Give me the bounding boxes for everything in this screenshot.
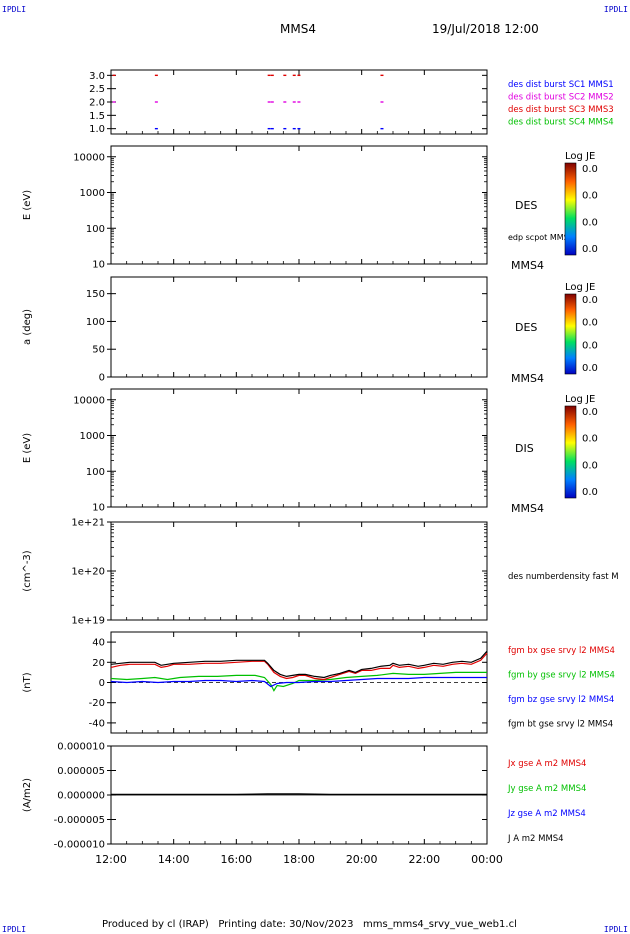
footer-text: Produced by cl (IRAP) Printing date: 30/… bbox=[102, 919, 517, 930]
y-tick-label: 150 bbox=[86, 289, 105, 300]
y-tick-label: 1.0 bbox=[89, 124, 105, 135]
y-tick-label: -40 bbox=[89, 718, 105, 729]
legend-entry: des dist burst SC3 MMS3 bbox=[508, 105, 614, 115]
y-axis-label: (cm^-3) bbox=[22, 550, 33, 591]
y-tick-label: 0.000000 bbox=[57, 791, 105, 802]
y-axis-label: E (eV) bbox=[22, 433, 33, 463]
colorbar-label: 0.0 bbox=[582, 244, 598, 255]
y-tick-label: 0 bbox=[99, 678, 105, 689]
legend-entry: fgm bt gse srvy l2 MMS4 bbox=[508, 720, 613, 730]
y-axis-label: (nT) bbox=[22, 672, 33, 692]
y-axis-label: a (deg) bbox=[22, 309, 33, 345]
series-line-fgm-3 bbox=[110, 676, 487, 688]
series-line-fgm-4 bbox=[110, 650, 488, 679]
y-tick-label: 1000 bbox=[80, 431, 105, 442]
x-tick-label: 12:00 bbox=[95, 853, 127, 866]
y-tick-label: 100 bbox=[86, 317, 105, 328]
y-tick-label: 50 bbox=[92, 345, 105, 356]
colorbar-title: Log JE bbox=[565, 151, 595, 162]
y-tick-label: 10000 bbox=[73, 152, 105, 163]
y-tick-label: 0.000010 bbox=[57, 742, 105, 753]
y-tick-label: 10000 bbox=[73, 395, 105, 406]
corner-label-bottom-right: IPDLI bbox=[603, 925, 628, 934]
y-axis-label: (A/m2) bbox=[22, 778, 33, 812]
y-tick-label: 0.000005 bbox=[57, 766, 105, 777]
y-tick-label: 100 bbox=[86, 224, 105, 235]
colorbar-label: 0.0 bbox=[582, 217, 598, 228]
legend-entry: fgm bx gse srvy l2 MMS4 bbox=[508, 646, 615, 656]
y-tick-label: 10 bbox=[92, 503, 105, 514]
y-tick-label: 10 bbox=[92, 260, 105, 271]
colorbar-label: 0.0 bbox=[582, 434, 598, 445]
y-tick-label: -20 bbox=[89, 698, 105, 709]
spacecraft-label: MMS4 bbox=[511, 259, 544, 272]
legend-entry: Jz gse A m2 MMS4 bbox=[507, 809, 586, 819]
colorbar-label: 0.0 bbox=[582, 460, 598, 471]
colorbar-label: 0.0 bbox=[582, 340, 598, 351]
instrument-label: DES bbox=[515, 199, 537, 212]
legend-entry: des dist burst SC2 MMS2 bbox=[508, 93, 614, 103]
y-tick-label: 0 bbox=[99, 373, 105, 384]
colorbar-label: 0.0 bbox=[582, 164, 598, 175]
legend-entry: fgm by gse srvy l2 MMS4 bbox=[508, 671, 615, 681]
colorbar-title: Log JE bbox=[565, 394, 595, 405]
x-tick-label: 20:00 bbox=[346, 853, 378, 866]
series-line-fgm-2 bbox=[110, 671, 487, 692]
spacecraft-label: MMS4 bbox=[511, 372, 544, 385]
y-tick-label: 2.0 bbox=[89, 98, 105, 109]
colorbar-label: 0.0 bbox=[582, 191, 598, 202]
colorbar bbox=[564, 162, 577, 256]
y-tick-label: -0.000005 bbox=[54, 815, 105, 826]
x-tick-label: 14:00 bbox=[158, 853, 190, 866]
instrument-label: DIS bbox=[515, 442, 534, 455]
y-tick-label: 1.5 bbox=[89, 111, 105, 122]
panel-frame-des-pitch bbox=[110, 276, 488, 378]
y-tick-label: 3.0 bbox=[89, 71, 105, 82]
x-tick-label: 00:00 bbox=[471, 853, 503, 866]
series-line-fgm-1 bbox=[110, 652, 488, 681]
y-tick-label: 1000 bbox=[80, 188, 105, 199]
y-tick-label: -0.000010 bbox=[54, 840, 105, 851]
colorbar bbox=[564, 293, 577, 375]
colorbar-label: 0.0 bbox=[582, 318, 598, 329]
panel-frame-density bbox=[110, 521, 488, 621]
legend-entry: des dist burst SC4 MMS4 bbox=[508, 118, 614, 128]
x-tick-label: 22:00 bbox=[408, 853, 440, 866]
instrument-label: DES bbox=[515, 321, 537, 334]
legend-entry: J A m2 MMS4 bbox=[507, 834, 564, 844]
y-tick-label: 2.5 bbox=[89, 84, 105, 95]
y-tick-label: 1e+21 bbox=[71, 518, 105, 529]
corner-label-top-right: IPDLI bbox=[603, 5, 628, 14]
x-tick-label: 18:00 bbox=[283, 853, 315, 866]
y-tick-label: 1e+20 bbox=[71, 567, 105, 578]
corner-label-top-left: IPDLI bbox=[2, 5, 27, 14]
colorbar bbox=[564, 405, 577, 499]
colorbar-label: 0.0 bbox=[582, 363, 598, 374]
series-line-current-4 bbox=[111, 793, 487, 796]
colorbar-label: 0.0 bbox=[582, 295, 598, 306]
panel-frame-dis-energy bbox=[110, 388, 488, 508]
legend-entry: Jy gse A m2 MMS4 bbox=[507, 784, 586, 794]
spacecraft-title: MMS4 bbox=[280, 22, 316, 36]
y-tick-label: 20 bbox=[92, 658, 105, 669]
datetime-title: 19/Jul/2018 12:00 bbox=[432, 22, 539, 36]
legend-entry: Jx gse A m2 MMS4 bbox=[507, 759, 586, 769]
panel-frame-des-energy bbox=[110, 145, 488, 265]
y-axis-label: E (eV) bbox=[22, 190, 33, 220]
corner-label-bottom-left: IPDLI bbox=[2, 925, 27, 934]
legend-entry: des dist burst SC1 MMS1 bbox=[508, 80, 614, 90]
extra-label: edp scpot MMS4 bbox=[508, 233, 574, 242]
legend-entry: fgm bz gse srvy l2 MMS4 bbox=[508, 695, 614, 705]
x-tick-label: 16:00 bbox=[220, 853, 252, 866]
y-tick-label: 100 bbox=[86, 467, 105, 478]
y-tick-label: 40 bbox=[92, 638, 105, 649]
colorbar-label: 0.0 bbox=[582, 407, 598, 418]
y-tick-label: 1e+19 bbox=[71, 616, 105, 627]
legend-entry: des numberdensity fast M bbox=[508, 572, 619, 582]
colorbar-title: Log JE bbox=[565, 282, 595, 293]
spacecraft-label: MMS4 bbox=[511, 502, 544, 515]
colorbar-label: 0.0 bbox=[582, 487, 598, 498]
